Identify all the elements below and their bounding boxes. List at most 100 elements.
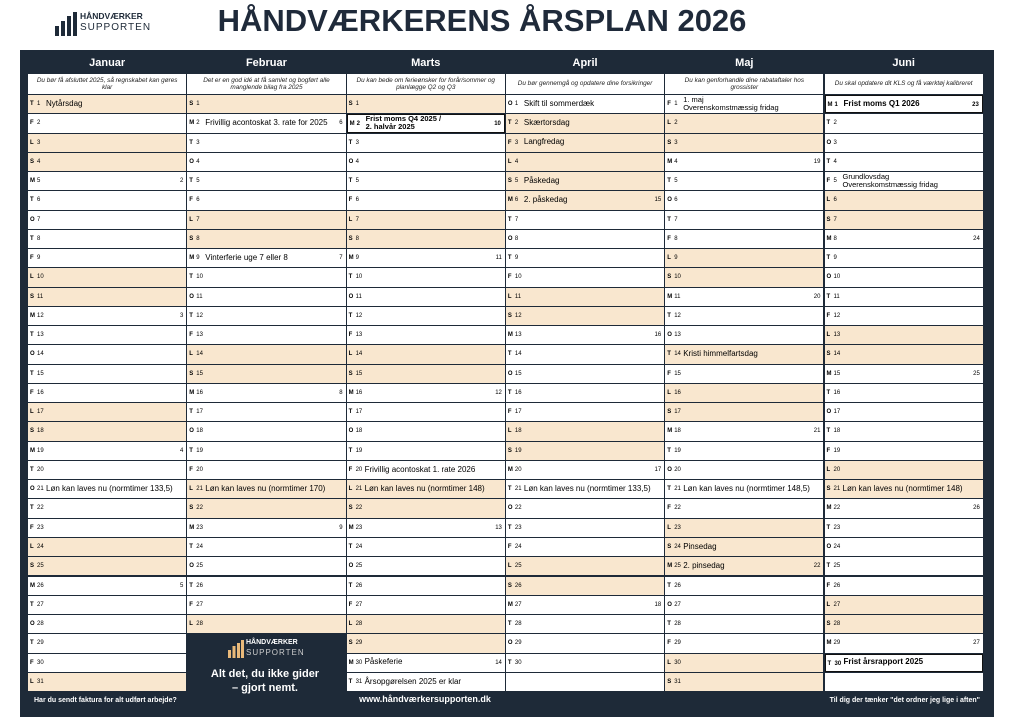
weekday: L [507, 428, 512, 435]
day-cell: T 10 [346, 268, 505, 287]
day-cell: O 20 [665, 460, 824, 480]
day-cell: T 16 [824, 383, 983, 403]
day-cell: F 26 [824, 576, 983, 595]
weekday: T [667, 178, 671, 185]
day-number: 7 [674, 216, 678, 223]
weekday: O [826, 274, 832, 281]
day-cell: S 22 [346, 499, 505, 518]
day-number: 31 [37, 678, 44, 685]
month-tip: Du bør gennemgå og opdatere dine forsikr… [505, 74, 665, 94]
weekday: T [667, 486, 671, 493]
week-number: 22 [813, 563, 821, 570]
weekday: L [189, 216, 193, 223]
day-number: 11 [674, 293, 681, 300]
day-number: 17 [514, 409, 522, 416]
day-cell: F 20 Frivillig acontoskat 1. rate 2026 [346, 460, 505, 480]
weekday: F [348, 332, 353, 339]
day-number: 18 [514, 428, 522, 435]
day-number: 29 [674, 640, 681, 647]
day-number: 10 [37, 274, 44, 281]
weekday: O [507, 370, 513, 377]
weekday: L [348, 486, 353, 493]
weekday: T [826, 293, 831, 300]
day-cell: S 14 [824, 345, 983, 364]
day-number: 22 [37, 505, 44, 512]
month-tip: Det er en god idé at få samlet og bogfør… [187, 74, 346, 94]
event: Langfredag [523, 137, 565, 147]
weekday: F [826, 582, 831, 589]
day-number: 14 [674, 351, 681, 358]
day-number: 30 [834, 660, 842, 667]
day-number: 19 [196, 447, 203, 454]
weekday: F [348, 197, 353, 204]
weekday: T [30, 466, 34, 473]
day-number: 28 [37, 621, 44, 628]
day-number: 3 [37, 139, 41, 146]
day-number: 23 [355, 524, 363, 531]
day-cell: L 17 [28, 403, 187, 422]
weekday: S [507, 447, 512, 454]
day-cell: O 17 [824, 403, 983, 422]
day-number: 1 [196, 101, 200, 107]
weekday: T [189, 139, 193, 146]
day-number: 17 [674, 409, 681, 416]
day-cell: T 24 [346, 537, 505, 557]
day-cell: O 29 [505, 634, 665, 653]
weekday: O [30, 486, 35, 493]
month-name: Maj [735, 57, 754, 69]
weekday: T [348, 409, 353, 416]
day-cell: O 28 [28, 615, 187, 634]
day-number: 7 [514, 216, 519, 223]
day-number: 16 [833, 389, 841, 396]
day-cell: F 1 1. maj Overenskomstmæssig fridag [665, 95, 824, 114]
day-number: 8 [514, 235, 519, 242]
day-number: 21 [514, 486, 522, 493]
day-number: 5 [674, 178, 678, 185]
weekday: L [826, 466, 831, 473]
day-number: 6 [674, 197, 678, 204]
weekday: M [826, 370, 832, 377]
day-cell: O 15 [505, 364, 665, 383]
day-cell: O 21 Løn kan laves nu (normtimer 133,5) [28, 480, 187, 499]
day-cell: O 13 [665, 326, 824, 345]
day-number: 28 [355, 621, 363, 628]
day-number: 9 [833, 255, 837, 262]
weekday: M [667, 428, 673, 435]
day-number: 6 [37, 197, 41, 204]
day-number: 26 [833, 582, 841, 589]
day-number: 1 [834, 102, 838, 108]
day-cell: T 30 Frist årsrapport 2025 [824, 653, 983, 672]
day-number: 27 [37, 601, 44, 608]
day-cell: T 24 [187, 537, 346, 557]
week-number: 15 [654, 197, 662, 204]
tagline-1: Alt det, du ikke gider [210, 668, 320, 680]
weekday: M [189, 255, 195, 262]
day-number: 25 [833, 563, 841, 570]
weekday: O [189, 563, 194, 570]
day-number: 30 [355, 659, 363, 666]
day-cell: M 8 24 [824, 229, 983, 249]
day-number: 7 [355, 216, 359, 223]
weekday: T [507, 389, 512, 396]
day-number: 28 [196, 621, 203, 628]
day-number: 31 [355, 678, 363, 685]
day-cell: M 12 3 [28, 306, 187, 326]
weekday: L [667, 120, 671, 127]
day-cell: M 25 2. pinsedag 22 [665, 557, 824, 576]
week-number: 3 [179, 312, 184, 319]
week-number: 8 [339, 389, 343, 396]
day-cell: S 12 [505, 306, 665, 326]
weekday: M [348, 389, 354, 396]
day-number: 3 [196, 139, 200, 146]
day-cell: F 29 [665, 634, 824, 653]
day-number: 28 [514, 621, 522, 628]
weekday: O [667, 601, 672, 608]
